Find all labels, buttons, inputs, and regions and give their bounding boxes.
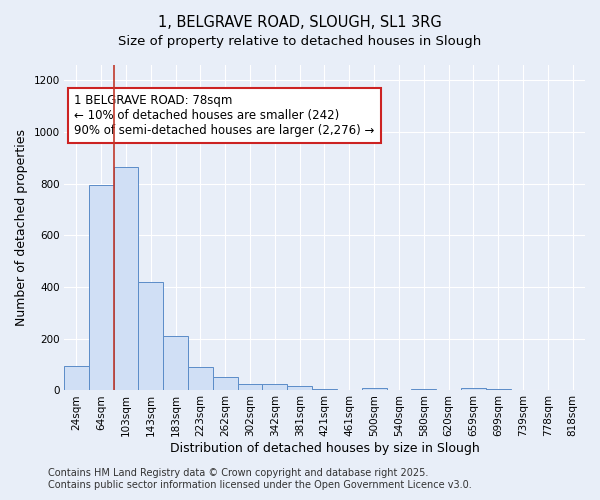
Bar (163, 336, 188, 390)
Bar (213, 376, 238, 390)
Bar (486, 389, 511, 390)
X-axis label: Distribution of detached houses by size in Slough: Distribution of detached houses by size … (170, 442, 479, 455)
Bar (362, 388, 386, 390)
Bar (113, 167, 139, 390)
Bar (64, 366, 89, 390)
Bar (312, 389, 337, 390)
Bar (188, 367, 213, 390)
Bar (238, 384, 262, 390)
Bar (412, 389, 436, 390)
Bar (262, 384, 287, 390)
Bar (89, 185, 113, 390)
Text: Contains HM Land Registry data © Crown copyright and database right 2025.
Contai: Contains HM Land Registry data © Crown c… (48, 468, 472, 490)
Bar (461, 388, 486, 390)
Bar (287, 386, 312, 390)
Bar (139, 282, 163, 390)
Text: 1 BELGRAVE ROAD: 78sqm
← 10% of detached houses are smaller (242)
90% of semi-de: 1 BELGRAVE ROAD: 78sqm ← 10% of detached… (74, 94, 375, 138)
Text: 1, BELGRAVE ROAD, SLOUGH, SL1 3RG: 1, BELGRAVE ROAD, SLOUGH, SL1 3RG (158, 15, 442, 30)
Y-axis label: Number of detached properties: Number of detached properties (15, 129, 28, 326)
Text: Size of property relative to detached houses in Slough: Size of property relative to detached ho… (118, 35, 482, 48)
